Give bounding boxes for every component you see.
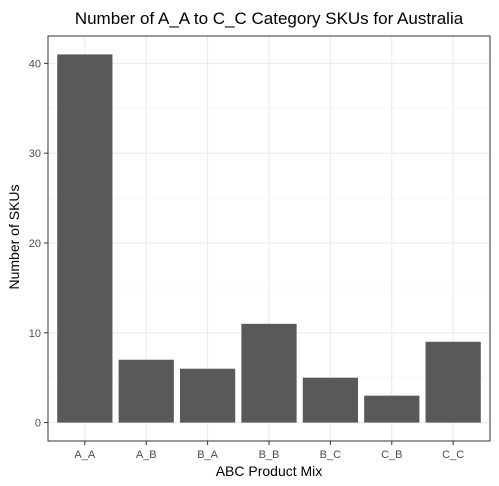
chart-title: Number of A_A to C_C Category SKUs for A…	[75, 9, 464, 28]
bar-b-b	[241, 323, 297, 423]
y-tick-label: 0	[35, 418, 41, 430]
x-tick-label: B_B	[259, 449, 280, 461]
x-tick-label: C_B	[381, 449, 402, 461]
bar-c-c	[425, 341, 481, 423]
x-tick-label: A_A	[74, 449, 95, 461]
bar-a-b	[118, 359, 174, 423]
y-tick-label: 40	[29, 58, 41, 70]
plot-panel: 0 10 20 30 40 A_A A_B B_A B_B B_C C_B C_C	[29, 35, 491, 461]
x-tick-label: A_B	[136, 449, 157, 461]
x-tick-label: B_C	[320, 449, 341, 461]
bar-b-a	[179, 368, 236, 423]
bar-a-a	[57, 54, 113, 423]
x-tick-label: B_A	[197, 449, 218, 461]
y-axis-title: Number of SKUs	[6, 184, 22, 289]
x-axis-title: ABC Product Mix	[216, 463, 323, 479]
x-tick-label: C_C	[442, 449, 464, 461]
bar-c-b	[364, 395, 420, 423]
y-tick-label: 30	[29, 148, 41, 160]
bar-b-c	[302, 377, 359, 423]
y-tick-label: 10	[29, 328, 41, 340]
y-tick-label: 20	[29, 238, 41, 250]
